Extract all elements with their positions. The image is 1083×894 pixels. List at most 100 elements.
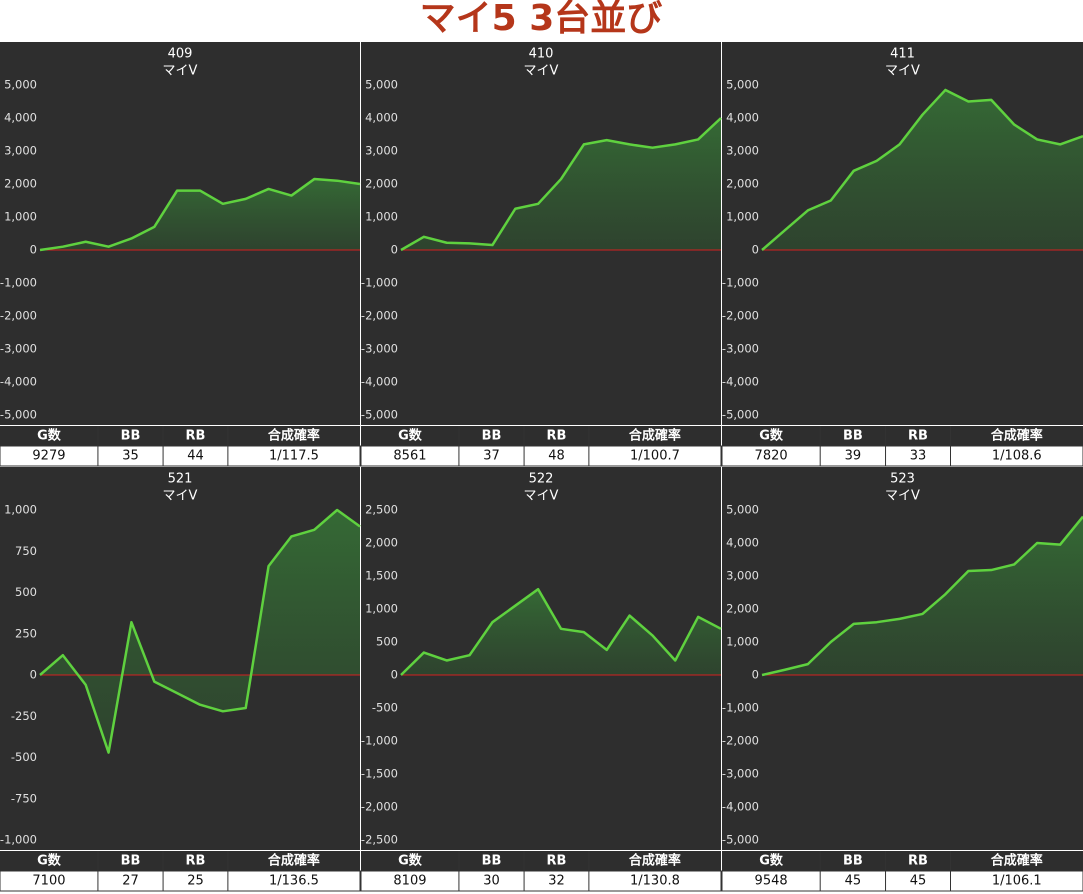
y-tick-label: 2,000 <box>726 602 759 616</box>
y-tick-label: 250 <box>15 626 37 640</box>
table-row-bg <box>721 445 1083 467</box>
y-tick-label: -3,000 <box>361 342 398 356</box>
table-cell: 37 <box>483 449 500 464</box>
table-header: BB <box>843 429 863 444</box>
y-tick-label: 500 <box>376 635 398 649</box>
area-fill <box>762 89 1083 250</box>
table-header: 合成確率 <box>991 853 1043 869</box>
table-header: 合成確率 <box>268 853 320 869</box>
y-tick-label: -500 <box>372 701 398 715</box>
table-cell: 9279 <box>32 449 65 464</box>
table-cell: 1/100.7 <box>630 449 680 464</box>
table-header: G数 <box>759 428 784 444</box>
y-tick-label: 0 <box>752 243 759 257</box>
table-row-bg <box>721 870 1083 892</box>
y-tick-label: 1,000 <box>726 210 759 224</box>
y-tick-label: 0 <box>30 243 37 257</box>
chart-subtitle: マイV <box>885 489 920 504</box>
table-cell: 33 <box>910 449 927 464</box>
area-fill <box>762 516 1083 675</box>
table-cell: 32 <box>548 874 565 889</box>
y-tick-label: -750 <box>11 791 37 805</box>
chart-subtitle: マイV <box>524 489 559 504</box>
y-tick-label: 0 <box>391 668 398 682</box>
table-header: G数 <box>759 853 784 869</box>
table-cell: 48 <box>548 449 565 464</box>
y-tick-label: -2,000 <box>361 309 398 323</box>
y-tick-label: -3,000 <box>722 342 759 356</box>
table-header: G数 <box>398 428 423 444</box>
y-tick-label: 0 <box>391 243 398 257</box>
y-tick-label: 0 <box>752 668 759 682</box>
table-cell: 39 <box>845 449 862 464</box>
table-cell: 1/136.5 <box>269 874 319 889</box>
table-header: BB <box>121 854 141 869</box>
table-header: RB <box>186 854 206 869</box>
line-series <box>400 587 722 676</box>
table-header: 合成確率 <box>268 428 320 444</box>
chart-subtitle: マイV <box>163 489 198 504</box>
table-cell: 1/108.6 <box>992 449 1042 464</box>
table-row-bg <box>360 445 722 467</box>
table-header-bg <box>722 851 1083 871</box>
y-tick-label: 3,000 <box>726 144 759 158</box>
y-tick-label: 1,000 <box>365 602 398 616</box>
table-header: 合成確率 <box>629 428 681 444</box>
table-cell: 30 <box>483 874 500 889</box>
table-header-bg <box>361 851 721 871</box>
table-header: BB <box>482 429 502 444</box>
line-series <box>39 177 361 252</box>
table-row-bg <box>360 870 722 892</box>
y-tick-label: -2,000 <box>722 309 759 323</box>
table-cell: 7100 <box>32 874 65 889</box>
table-header-bg <box>0 851 360 871</box>
y-tick-label: -2,500 <box>361 833 398 847</box>
y-tick-label: -1,500 <box>361 767 398 781</box>
y-tick-label: 1,500 <box>365 569 398 583</box>
y-tick-label: 2,500 <box>365 503 398 517</box>
y-tick-label: -1,000 <box>722 701 759 715</box>
table-cell: 1/106.1 <box>992 874 1042 889</box>
table-header: 合成確率 <box>991 428 1043 444</box>
line-series <box>39 508 361 754</box>
y-tick-label: -3,000 <box>722 767 759 781</box>
area-fill <box>401 589 721 675</box>
line-series <box>761 515 1083 677</box>
chart-subtitle: マイV <box>885 64 920 79</box>
chart-title: 410 <box>529 47 554 62</box>
y-tick-label: -5,000 <box>0 408 37 422</box>
table-header-bg <box>0 426 360 446</box>
table-header: G数 <box>37 428 62 444</box>
chart-subtitle: マイV <box>163 64 198 79</box>
y-tick-label: 3,000 <box>365 144 398 158</box>
y-tick-label: 2,000 <box>365 177 398 191</box>
y-tick-label: -3,000 <box>0 342 37 356</box>
y-tick-label: 5,000 <box>4 78 37 92</box>
chart-title: 409 <box>168 47 193 62</box>
table-header: G数 <box>398 853 423 869</box>
table-row-bg <box>0 445 361 467</box>
table-cell: 9548 <box>755 874 788 889</box>
y-tick-label: -1,000 <box>0 276 37 290</box>
table-header: RB <box>186 429 206 444</box>
y-tick-label: 5,000 <box>365 78 398 92</box>
table-cell: 8561 <box>393 449 426 464</box>
y-tick-label: -4,000 <box>722 375 759 389</box>
y-tick-label: 1,000 <box>4 503 37 517</box>
y-tick-label: 2,000 <box>4 177 37 191</box>
table-header-bg <box>722 426 1083 446</box>
y-tick-label: -500 <box>11 750 37 764</box>
page-title: マイ5 3台並び <box>420 0 663 39</box>
table-header: RB <box>908 854 928 869</box>
line-series <box>761 88 1083 251</box>
y-tick-label: 2,000 <box>726 177 759 191</box>
y-tick-label: -1,000 <box>361 734 398 748</box>
y-tick-label: 4,000 <box>4 111 37 125</box>
table-cell: 1/130.8 <box>630 874 680 889</box>
table-header: 合成確率 <box>629 853 681 869</box>
y-tick-label: 2,000 <box>365 536 398 550</box>
table-header: G数 <box>37 853 62 869</box>
y-tick-label: -250 <box>11 709 37 723</box>
